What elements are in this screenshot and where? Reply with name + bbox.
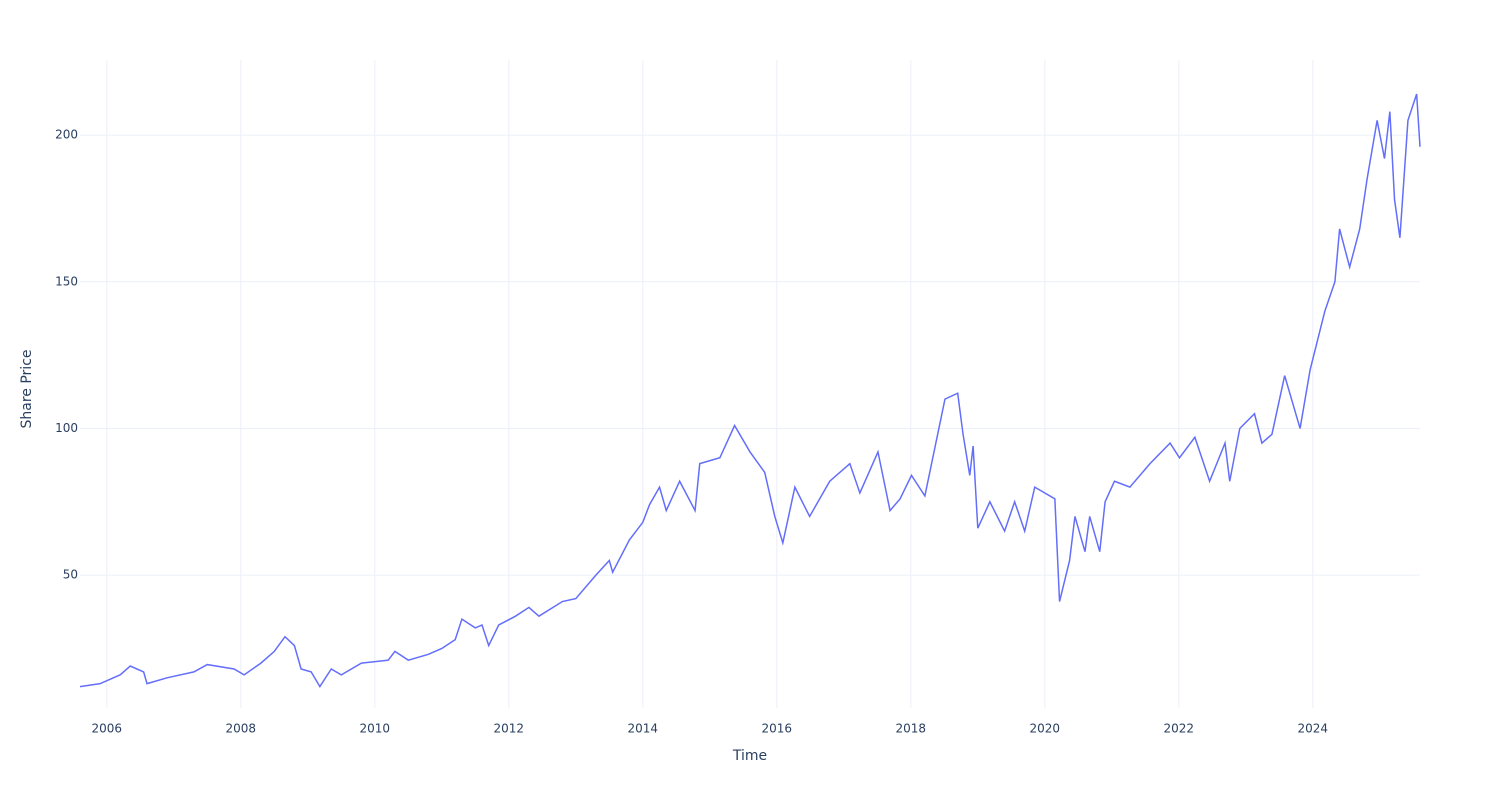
x-tick-label: 2012: [494, 722, 525, 736]
x-tick-label: 2018: [896, 722, 927, 736]
x-tick-label: 2020: [1030, 722, 1061, 736]
line-series: [79, 93, 1421, 689]
x-tick-label: 2010: [360, 722, 391, 736]
x-tick-label: 2016: [762, 722, 793, 736]
x-tick-label: 2014: [628, 722, 659, 736]
y-axis-title: Share Price: [19, 349, 35, 428]
y-tick-label: 100: [55, 421, 78, 435]
y-tick-label: 200: [55, 128, 78, 142]
y-tick-label: 50: [63, 568, 78, 582]
x-tick-label: 2006: [92, 722, 123, 736]
x-axis-title: Time: [732, 748, 767, 764]
x-tick-label: 2008: [226, 722, 257, 736]
y-tick-label: 150: [55, 274, 78, 288]
x-tick-label: 2024: [1298, 722, 1329, 736]
x-tick-label: 2022: [1164, 722, 1195, 736]
